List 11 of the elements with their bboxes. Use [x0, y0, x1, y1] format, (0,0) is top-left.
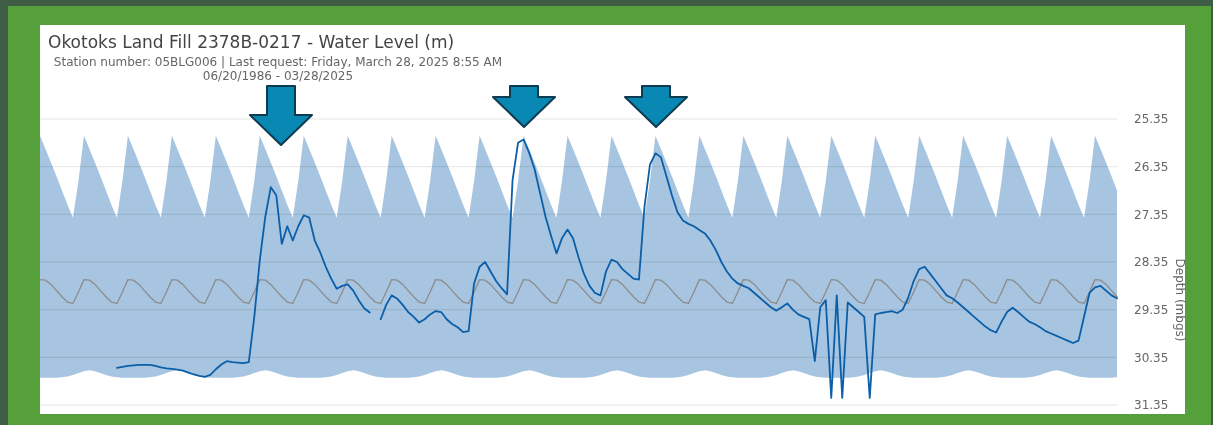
y-tick-label: 25.35: [1134, 112, 1169, 127]
y-tick-label: 31.35: [1134, 398, 1169, 413]
y-axis-title: Depth (mbgs): [1173, 258, 1187, 342]
y-tick-label: 26.35: [1134, 159, 1169, 174]
chart-title: Okotoks Land Fill 2378B-0217 - Water Level (m): [48, 32, 455, 52]
y-tick-label: 30.35: [1134, 350, 1169, 365]
y-tick-label: 28.35: [1134, 255, 1169, 270]
line-series: [39, 278, 1118, 305]
y-tick-label: 27.35: [1134, 207, 1169, 222]
chart-subtitle: Station number: 05BLG006 | Last request: Friday, March 28, 2025 8:55 AM 06/20/1986 - 03/28/2025: [53, 55, 503, 83]
y-tick-label: 29.35: [1134, 302, 1169, 317]
